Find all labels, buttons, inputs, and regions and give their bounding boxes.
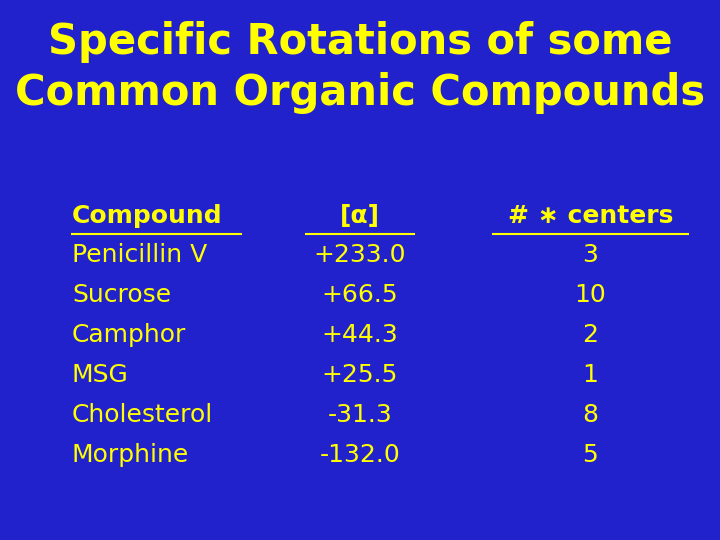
Text: +44.3: +44.3 bbox=[322, 323, 398, 347]
Text: +25.5: +25.5 bbox=[322, 363, 398, 387]
Text: 10: 10 bbox=[575, 283, 606, 307]
Text: +233.0: +233.0 bbox=[314, 243, 406, 267]
Text: +66.5: +66.5 bbox=[322, 283, 398, 307]
Text: Camphor: Camphor bbox=[72, 323, 186, 347]
Text: # ∗ centers: # ∗ centers bbox=[508, 204, 673, 228]
Text: -31.3: -31.3 bbox=[328, 403, 392, 427]
Text: 1: 1 bbox=[582, 363, 598, 387]
Text: Morphine: Morphine bbox=[72, 443, 189, 467]
Text: 3: 3 bbox=[582, 243, 598, 267]
Text: Sucrose: Sucrose bbox=[72, 283, 171, 307]
Text: Specific Rotations of some
Common Organic Compounds: Specific Rotations of some Common Organi… bbox=[15, 22, 705, 113]
Text: 8: 8 bbox=[582, 403, 598, 427]
Text: [α]: [α] bbox=[340, 204, 380, 228]
Text: 5: 5 bbox=[582, 443, 598, 467]
Text: Penicillin V: Penicillin V bbox=[72, 243, 207, 267]
Text: -132.0: -132.0 bbox=[320, 443, 400, 467]
Text: MSG: MSG bbox=[72, 363, 129, 387]
Text: Compound: Compound bbox=[72, 204, 222, 228]
Text: Cholesterol: Cholesterol bbox=[72, 403, 213, 427]
Text: 2: 2 bbox=[582, 323, 598, 347]
